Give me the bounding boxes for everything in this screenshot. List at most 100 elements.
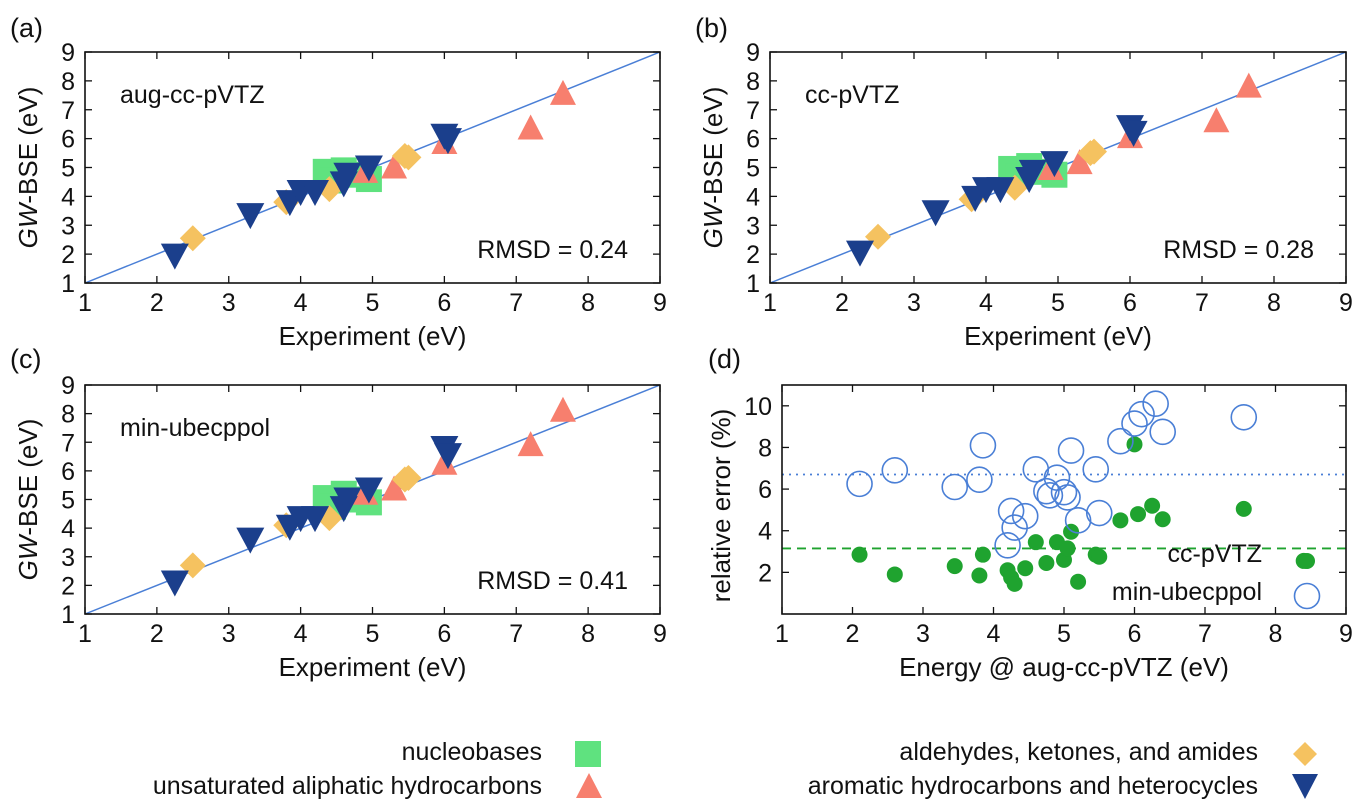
plot-frame: [84, 384, 661, 615]
y-tick-label: 4: [758, 518, 772, 546]
marker-min-ubecppol: [1085, 499, 1113, 527]
marker-cc-pvtz: [1038, 554, 1055, 571]
marker-unsaturated-aliphatic-hydrocarbons: [517, 431, 544, 457]
y-tick-label: 8: [746, 68, 760, 96]
x-tick-label: 1: [78, 620, 92, 648]
y-tick-label: 4: [61, 515, 75, 543]
marker-aromatic-hydrocarbons-and-heterocycles: [160, 570, 189, 597]
y-tick-label: 1: [61, 601, 75, 629]
marker-min-ubecppol: [1011, 502, 1039, 530]
marker-unsaturated-aliphatic-hydrocarbons: [381, 153, 408, 179]
marker-aromatic-hydrocarbons-and-heterocycles: [301, 506, 329, 533]
y-axis-label: GW-BSE (eV): [13, 87, 43, 249]
y-tick-label: 9: [61, 372, 75, 400]
marker-min-ubecppol: [1057, 437, 1085, 464]
legend-cc-label: cc-pVTZ: [1168, 540, 1262, 568]
marker-cc-pvtz: [946, 558, 963, 575]
basis-label: min-ubecppol: [120, 414, 270, 442]
y-axis-label: GW-BSE (eV): [698, 87, 728, 249]
x-tick-label: 2: [150, 620, 164, 648]
marker-aromatic-hydrocarbons-and-heterocycles: [1119, 120, 1148, 147]
marker-unsaturated-aliphatic-hydrocarbons: [1235, 72, 1262, 98]
y-tick-label: 7: [746, 97, 760, 125]
marker-aromatic-hydrocarbons-and-heterocycles: [1040, 151, 1069, 178]
marker-cc-pvtz: [851, 546, 868, 563]
y-tick-label: 5: [61, 155, 75, 183]
y-tick-label: 5: [746, 155, 760, 183]
marker-min-ubecppol: [1082, 456, 1110, 483]
y-tick-label: 2: [758, 559, 772, 587]
x-tick-label: 6: [1128, 620, 1142, 648]
legend-label-aliphatic: unsaturated aliphatic hydrocarbons: [153, 772, 542, 800]
x-tick-label: 9: [653, 289, 667, 317]
x-tick-label: 7: [509, 620, 523, 648]
legend-label-nucleobases: nucleobases: [402, 738, 542, 766]
panel-letter: (a): [10, 13, 43, 43]
marker-min-ubecppol: [1064, 507, 1092, 534]
x-tick-label: 9: [653, 620, 667, 648]
y-tick-label: 6: [746, 126, 760, 154]
marker-min-ubecppol: [969, 432, 997, 459]
plot-area: [770, 52, 1346, 283]
y-tick-label: 6: [61, 126, 75, 154]
legend-cc-marker: [1299, 553, 1315, 569]
plot-area: [85, 385, 660, 614]
y-tick-label: 8: [758, 434, 772, 462]
marker-min-ubecppol: [846, 470, 873, 498]
y-tick-label: 4: [746, 183, 760, 211]
marker-unsaturated-aliphatic-hydrocarbons: [1203, 107, 1230, 133]
x-tick-label: 9: [1339, 289, 1353, 317]
x-tick-label: 7: [1195, 289, 1209, 317]
y-axis-label-rest: -BSE (eV): [13, 419, 43, 536]
marker-cc-pvtz: [1112, 512, 1129, 529]
legend-label-aromatic: aromatic hydrocarbons and heterocycles: [808, 772, 1258, 800]
x-tick-label: 5: [366, 620, 380, 648]
panel-4: (d) 1 2 3 4 5 6 7 8 9 2 4 6 8 10 cc-pVTZ min-ubecppol Ene…: [706, 344, 1353, 682]
marker-min-ubecppol: [1050, 478, 1078, 506]
x-tick-label: 3: [916, 620, 930, 648]
x-tick-label: 1: [78, 289, 92, 317]
x-tick-label: 9: [1339, 620, 1353, 648]
plot-area: [85, 52, 660, 283]
marker-cc-pvtz: [1006, 575, 1023, 592]
x-axis-label: Experiment (eV): [279, 321, 467, 351]
marker-min-ubecppol: [881, 457, 909, 484]
marker-aromatic-hydrocarbons-and-heterocycles: [846, 240, 874, 267]
marker-min-ubecppol: [997, 497, 1025, 525]
y-tick-label: 7: [61, 429, 75, 457]
marker-unsaturated-aliphatic-hydrocarbons: [549, 79, 576, 105]
marker-unsaturated-aliphatic-hydrocarbons: [381, 475, 408, 501]
y-tick-label: 2: [61, 572, 75, 600]
y-axis-label-rest: -BSE (eV): [13, 87, 43, 204]
y-axis-label-italic: GW: [13, 533, 43, 580]
marker-min-ubecppol: [1149, 418, 1176, 446]
marker-aromatic-hydrocarbons-and-heterocycles: [333, 487, 362, 514]
x-tick-label: 5: [1051, 289, 1065, 317]
marker-min-ubecppol: [1128, 400, 1155, 428]
marker-min-ubecppol: [1107, 427, 1134, 455]
marker-cc-pvtz: [974, 546, 991, 563]
y-axis-label: relative error (%): [706, 409, 736, 603]
marker-cc-pvtz: [1063, 523, 1080, 540]
x-tick-label: 6: [1123, 289, 1137, 317]
x-tick-label: 4: [987, 620, 1001, 648]
marker-cc-pvtz: [971, 567, 988, 584]
marker-min-ubecppol: [1043, 464, 1071, 491]
y-tick-label: 4: [61, 183, 75, 211]
legend-marker-nucleobases: [575, 741, 601, 767]
marker-cc-pvtz: [1027, 534, 1044, 551]
marker-min-ubecppol: [1036, 482, 1064, 509]
x-tick-label: 3: [222, 289, 236, 317]
marker-min-ubecppol: [966, 466, 993, 494]
x-tick-label: 6: [437, 289, 451, 317]
basis-label: cc-pVTZ: [805, 81, 899, 109]
marker-aromatic-hydrocarbons-and-heterocycles: [986, 177, 1015, 204]
legend-marker-aliphatic: [576, 773, 602, 798]
y-tick-label: 5: [61, 487, 75, 515]
marker-min-ubecppol: [994, 531, 1021, 559]
y-axis-label: GW-BSE (eV): [13, 419, 43, 581]
